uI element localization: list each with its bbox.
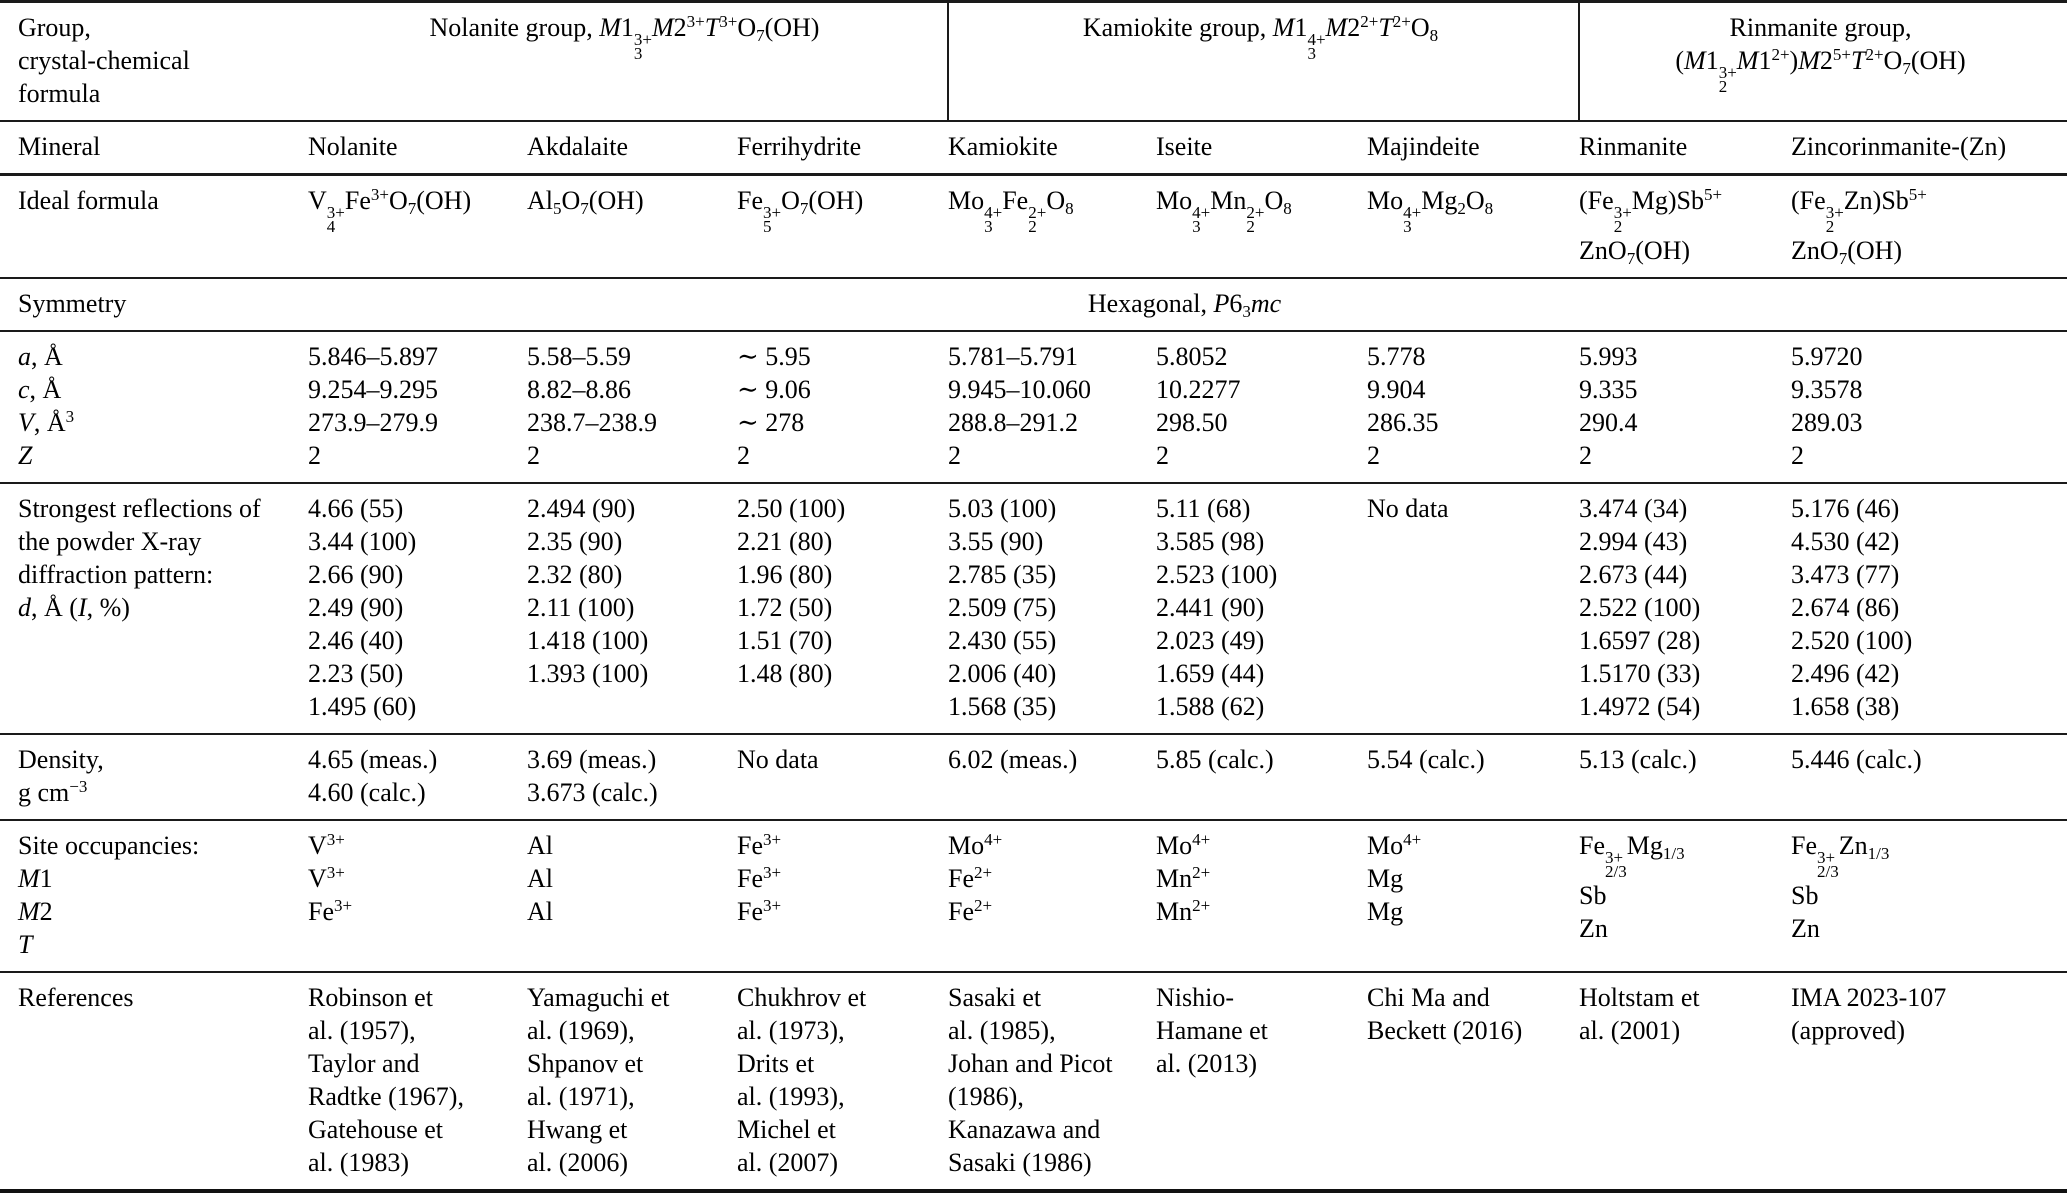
row-reflections: Strongest reflections of the powder X-ray… [0, 483, 2067, 735]
cell-rinmanite-site-occupancies: Fe 3+ 2/3 Mg1/3 Sb Zn [1579, 820, 1792, 973]
cell-nolanite-site-occupancies: V3+ V3+ Fe3+ [308, 820, 527, 973]
cell-iseite-reflections: 5.11 (68) 3.585 (98) 2.523 (100) 2.441 (90)… [1156, 483, 1367, 735]
cell-iseite-ideal-formula: Mo 4+ 3 Mn 2+ 2 O8 [1156, 174, 1367, 279]
cell-zincorinmanite-site-occupancies: Fe 3+ 2/3 Zn1/3 Sb Zn [1791, 820, 2067, 973]
cell-nolanite-name: Nolanite [308, 121, 527, 176]
cell-zincorinmanite-reflections: 5.176 (46) 4.530 (42) 3.473 (77) 2.674 (86)… [1791, 483, 2067, 735]
cell-label-reflections: Strongest reflections of the powder X-ray… [0, 483, 308, 735]
cell-akdalaite-references: Yamaguchi et al. (1969), Shpanov et al. (19… [527, 972, 737, 1193]
cell-kamiokite-site-occupancies: Mo4+ Fe2+ Fe2+ [948, 820, 1156, 973]
row-symmetry: Symmetry Hexagonal, P63mc [0, 278, 2067, 332]
cell-group-rinmanite: Rinmanite group, (M1 3+ 2 M12+)M25+T2+O7(OH) [1579, 1, 2067, 122]
row-group-header: Group, crystal-chemical formula Nolanite g… [0, 1, 2067, 122]
cell-kamiokite-density: 6.02 (meas.) [948, 734, 1156, 821]
row-ideal-formula: Ideal formula V 3+ 4 Fe3+O7(OH) Al5O7(OH) F… [0, 174, 2067, 279]
cell-label-site-occupancies: Site occupancies: M1 M2 T [0, 820, 308, 973]
cell-akdalaite-ideal-formula: Al5O7(OH) [527, 174, 737, 279]
cell-rinmanite-cell-parameters: 5.993 9.335 290.4 2 [1579, 331, 1792, 484]
cell-nolanite-references: Robinson et al. (1957), Taylor and Radtke (… [308, 972, 527, 1193]
cell-kamiokite-name: Kamiokite [948, 121, 1156, 176]
cell-group-kamiokite: Kamiokite group, M1 4+ 3 M22+T2+O8 [948, 1, 1581, 122]
cell-akdalaite-name: Akdalaite [527, 121, 737, 176]
row-density: Density, g cm−3 4.65 (meas.) 4.60 (calc.) … [0, 734, 2067, 821]
cell-iseite-references: Nishio- Hamane et al. (2013) [1156, 972, 1367, 1193]
cell-zincorinmanite-density: 5.446 (calc.) [1791, 734, 2067, 821]
cell-kamiokite-references: Sasaki et al. (1985), Johan and Picot (1986… [948, 972, 1156, 1193]
cell-nolanite-ideal-formula: V 3+ 4 Fe3+O7(OH) [308, 174, 527, 279]
cell-zincorinmanite-ideal-formula: (Fe 3+ 2 Zn)Sb5+ ZnO7(OH) [1791, 174, 2067, 279]
row-mineral: Mineral Nolanite Akdalaite Ferrihydrite … [0, 121, 2067, 176]
cell-nolanite-density: 4.65 (meas.) 4.60 (calc.) [308, 734, 527, 821]
cell-akdalaite-density: 3.69 (meas.) 3.673 (calc.) [527, 734, 737, 821]
cell-ferrihydrite-cell-parameters: ∼ 5.95 ∼ 9.06 ∼ 278 2 [737, 331, 948, 484]
cell-nolanite-reflections: 4.66 (55) 3.44 (100) 2.66 (90) 2.49 (90) 2.4… [308, 483, 527, 735]
cell-akdalaite-reflections: 2.494 (90) 2.35 (90) 2.32 (80) 2.11 (100) 1.… [527, 483, 737, 735]
cell-ferrihydrite-density: No data [737, 734, 948, 821]
cell-iseite-cell-parameters: 5.8052 10.2277 298.50 2 [1156, 331, 1367, 484]
cell-akdalaite-cell-parameters: 5.58–5.59 8.82–8.86 238.7–238.9 2 [527, 331, 737, 484]
cell-iseite-density: 5.85 (calc.) [1156, 734, 1367, 821]
cell-label-ideal-formula: Ideal formula [0, 174, 308, 279]
cell-majindeite-references: Chi Ma and Beckett (2016) [1367, 972, 1580, 1193]
cell-ferrihydrite-site-occupancies: Fe3+ Fe3+ Fe3+ [737, 820, 948, 973]
cell-label-symmetry: Symmetry [0, 278, 308, 332]
cell-iseite-name: Iseite [1156, 121, 1367, 176]
cell-majindeite-ideal-formula: Mo 4+ 3 Mg2O8 [1367, 174, 1580, 279]
cell-ferrihydrite-ideal-formula: Fe 3+ 5 O7(OH) [737, 174, 948, 279]
cell-label-group: Group, crystal-chemical formula [0, 1, 308, 122]
cell-ferrihydrite-name: Ferrihydrite [737, 121, 948, 176]
cell-kamiokite-reflections: 5.03 (100) 3.55 (90) 2.785 (35) 2.509 (75) 2… [948, 483, 1156, 735]
cell-zincorinmanite-references: IMA 2023-107 (approved) [1791, 972, 2067, 1193]
cell-ferrihydrite-references: Chukhrov et al. (1973), Drits et al. (1993)… [737, 972, 948, 1193]
cell-nolanite-cell-parameters: 5.846–5.897 9.254–9.295 273.9–279.9 2 [308, 331, 527, 484]
cell-iseite-site-occupancies: Mo4+ Mn2+ Mn2+ [1156, 820, 1367, 973]
cell-majindeite-cell-parameters: 5.778 9.904 286.35 2 [1367, 331, 1580, 484]
cell-label-mineral: Mineral [0, 121, 308, 176]
cell-majindeite-name: Majindeite [1367, 121, 1580, 176]
cell-rinmanite-name: Rinmanite [1579, 121, 1792, 176]
cell-rinmanite-ideal-formula: (Fe 3+ 2 Mg)Sb5+ ZnO7(OH) [1579, 174, 1792, 279]
cell-group-nolanite: Nolanite group, M1 3+ 3 M23+T3+O7(OH) [308, 1, 949, 122]
cell-majindeite-density: 5.54 (calc.) [1367, 734, 1580, 821]
cell-rinmanite-reflections: 3.474 (34) 2.994 (43) 2.673 (44) 2.522 (100… [1579, 483, 1792, 735]
cell-kamiokite-ideal-formula: Mo 4+ 3 Fe 2+ 2 O8 [948, 174, 1156, 279]
row-site-occupancies: Site occupancies: M1 M2 T V3+ V3+ Fe3+ Al Al Al… [0, 820, 2067, 973]
cell-akdalaite-site-occupancies: Al Al Al [527, 820, 737, 973]
cell-zincorinmanite-cell-parameters: 5.9720 9.3578 289.03 2 [1791, 331, 2067, 484]
cell-ferrihydrite-reflections: 2.50 (100) 2.21 (80) 1.96 (80) 1.72 (50) 1.5… [737, 483, 948, 735]
cell-rinmanite-density: 5.13 (calc.) [1579, 734, 1792, 821]
cell-label-density: Density, g cm−3 [0, 734, 308, 821]
cell-majindeite-reflections: No data [1367, 483, 1580, 735]
row-references: References Robinson et al. (1957), Taylor … [0, 972, 2067, 1193]
cell-symmetry-value: Hexagonal, P63mc [308, 278, 2067, 332]
cell-zincorinmanite-name: Zincorinmanite-(Zn) [1791, 121, 2067, 176]
cell-kamiokite-cell-parameters: 5.781–5.791 9.945–10.060 288.8–291.2 2 [948, 331, 1156, 484]
cell-label-references: References [0, 972, 308, 1193]
cell-rinmanite-references: Holtstam et al. (2001) [1579, 972, 1792, 1193]
cell-majindeite-site-occupancies: Mo4+ Mg Mg [1367, 820, 1580, 973]
